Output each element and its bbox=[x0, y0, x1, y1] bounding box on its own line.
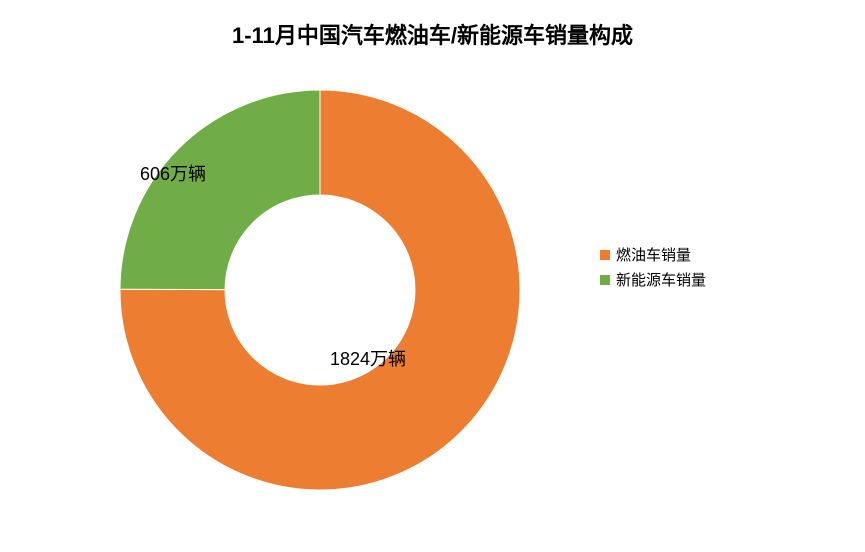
legend-swatch-0 bbox=[600, 250, 610, 260]
chart-title: 1-11月中国汽车燃油车/新能源车销量构成 bbox=[0, 18, 865, 50]
data-label-1: 606万辆 bbox=[140, 160, 206, 186]
legend-item-1: 新能源车销量 bbox=[600, 269, 706, 290]
legend-label-0: 燃油车销量 bbox=[616, 244, 691, 265]
donut-svg bbox=[110, 80, 530, 500]
data-label-0: 1824万辆 bbox=[330, 345, 406, 371]
legend: 燃油车销量新能源车销量 bbox=[600, 240, 706, 294]
legend-item-0: 燃油车销量 bbox=[600, 244, 706, 265]
legend-swatch-1 bbox=[600, 275, 610, 285]
donut-chart bbox=[110, 80, 530, 500]
chart-container: { "chart": { "type": "donut", "title": "… bbox=[0, 0, 865, 552]
legend-label-1: 新能源车销量 bbox=[616, 269, 706, 290]
